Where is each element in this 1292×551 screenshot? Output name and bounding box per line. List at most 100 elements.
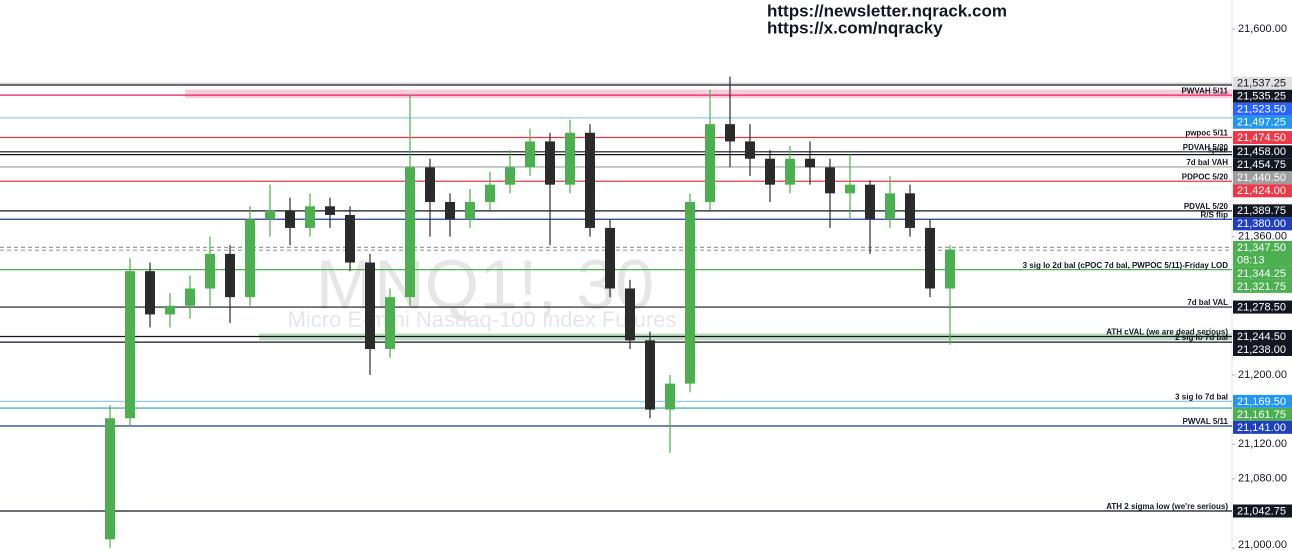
price-tag [1233, 89, 1292, 103]
price-tag-label: 21,440.50 [1237, 172, 1286, 184]
price-tag [1233, 329, 1292, 343]
candle-body [685, 201, 695, 384]
price-tag-label: 21,161.75 [1237, 409, 1286, 421]
candle-body [585, 132, 595, 228]
candle-body [125, 271, 135, 419]
price-tag-label: 21,389.75 [1237, 205, 1286, 217]
price-tag [1233, 131, 1292, 145]
level-label: PDVAL 5/20 [1184, 202, 1229, 211]
candle-body [245, 219, 255, 298]
price-tag-label: 21,474.50 [1237, 132, 1286, 144]
price-tag-label: 21,278.50 [1237, 301, 1286, 313]
price-tag-label: 21,458.00 [1237, 146, 1286, 158]
price-tag [1233, 407, 1292, 421]
candle-body [485, 184, 495, 202]
price-tag [1233, 158, 1292, 172]
candle-body [785, 158, 795, 185]
price-tag [1233, 420, 1292, 434]
level-label: PDPOC 5/20 [1182, 172, 1229, 181]
candle-body [885, 193, 895, 220]
candle-body [865, 184, 875, 220]
price-tag-label: 21,523.50 [1237, 104, 1286, 116]
candle-body [845, 184, 855, 194]
candle-body [925, 227, 935, 289]
watermark-description: Micro E-mini Nasdaq-100 Index Futures [288, 307, 677, 332]
header-link[interactable]: https://newsletter.nqrack.com [767, 1, 1007, 20]
countdown: 08:13 [1237, 254, 1265, 266]
price-tag-label: 21,535.25 [1237, 91, 1286, 103]
candle-body [805, 158, 815, 168]
price-tag-label: 21,424.00 [1237, 185, 1286, 197]
candle-body [165, 305, 175, 315]
candle-body [425, 167, 435, 202]
candle-body [825, 167, 835, 194]
candle-body [945, 249, 955, 289]
level-label: ATH cVAL (we are dead serious) [1106, 328, 1228, 337]
price-tag-label: 21,141.00 [1237, 422, 1286, 434]
price-tag-label: 21,454.75 [1237, 159, 1286, 171]
price-tag-label: 21,238.00 [1237, 344, 1286, 356]
y-tick-label: 21,360.00 [1238, 230, 1287, 242]
candle-body [225, 253, 235, 298]
candle-body [725, 124, 735, 142]
candle-body [385, 297, 395, 350]
candle-body [525, 141, 535, 168]
y-tick-label: 21,120.00 [1238, 438, 1287, 450]
price-tag [1233, 217, 1292, 231]
y-tick-label: 21,200.00 [1238, 369, 1287, 381]
price-tag [1233, 115, 1292, 129]
level-label: PDVAH 5/20 [1183, 143, 1229, 152]
price-tag [1233, 394, 1292, 408]
candle-body [445, 201, 455, 220]
price-tag-label: 21,321.75 [1237, 281, 1286, 293]
level-label: 3 sig lo 7d bal [1175, 392, 1228, 401]
price-tag-label: 21,244.50 [1237, 331, 1286, 343]
level-label: 7d bal VAL [1187, 298, 1228, 307]
candle-body [265, 210, 275, 220]
price-tag [1233, 102, 1292, 116]
level-label: 7d bal VAH [1186, 158, 1228, 167]
price-tag-label: 21,347.50 [1237, 242, 1286, 254]
y-tick-label: 21,600.00 [1238, 23, 1287, 35]
candle-body [105, 418, 115, 540]
level-label: ATH 2 sigma low (we're serious) [1106, 502, 1228, 511]
price-tag [1233, 204, 1292, 218]
candle-body [565, 132, 575, 185]
price-tag [1233, 300, 1292, 314]
price-tag [1233, 76, 1292, 90]
candle-body [645, 340, 655, 410]
level-label: PWVAL 5/11 [1183, 417, 1229, 426]
price-tag [1233, 279, 1292, 293]
level-label: PWVAH 5/11 [1181, 86, 1228, 95]
candle-body [285, 210, 295, 228]
level-label: pwpoc 5/11 [1185, 129, 1228, 138]
candle-body [405, 167, 415, 298]
zone-band [185, 89, 1232, 99]
candle-body [305, 206, 315, 228]
candle-body [185, 288, 195, 306]
price-tag-label: 21,497.25 [1237, 117, 1286, 129]
price-tag-label: 21,344.25 [1237, 268, 1286, 280]
candle-body [605, 227, 615, 289]
price-tag-label: 21,169.50 [1237, 396, 1286, 408]
candle-body [765, 158, 775, 185]
price-tag [1233, 240, 1292, 267]
y-tick-label: 21,080.00 [1238, 473, 1287, 485]
candle-body [345, 214, 355, 263]
header-link[interactable]: https://x.com/nqracky [767, 18, 943, 37]
candle-body [625, 288, 635, 341]
price-tag [1233, 184, 1292, 198]
candle-body [705, 124, 715, 202]
candle-body [465, 201, 475, 220]
price-tag [1233, 342, 1292, 356]
price-tag-label: 21,042.75 [1237, 505, 1286, 517]
level-label: 3 sig lo 2d bal (cPOC 7d bal, PWPOC 5/11… [1023, 261, 1229, 270]
level-label: 2 sig lo 7d bal [1175, 333, 1228, 342]
candle-body [905, 193, 915, 228]
price-tag-label: 21,537.25 [1237, 78, 1286, 90]
candle-body [545, 141, 555, 185]
price-tag [1233, 145, 1292, 159]
candle-body [365, 262, 375, 350]
